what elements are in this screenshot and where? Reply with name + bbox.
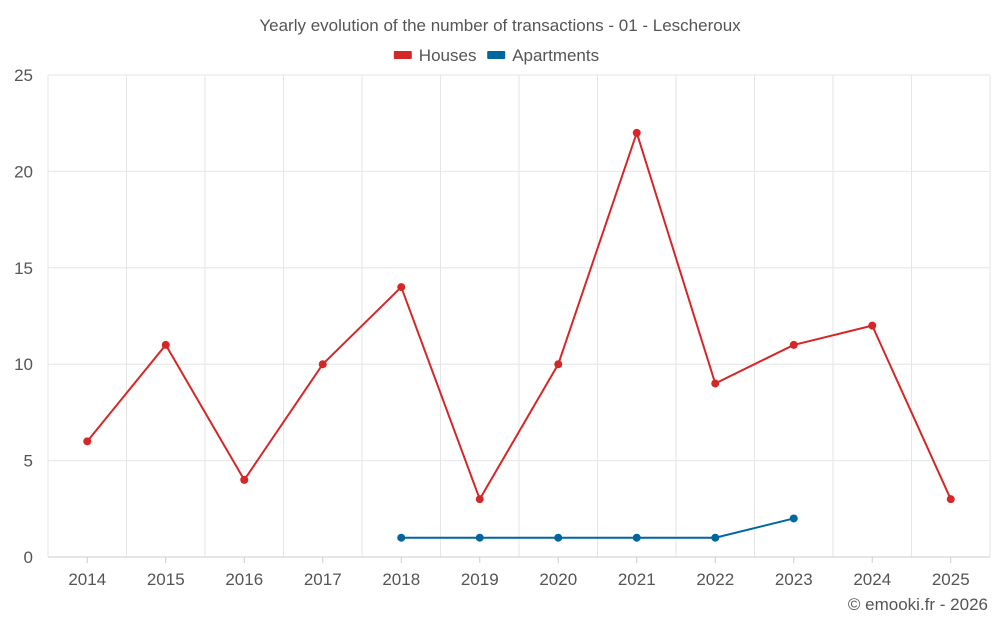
x-tick-label: 2024 <box>853 570 891 589</box>
data-point-houses-2025[interactable] <box>946 495 955 504</box>
data-point-apartments-2022[interactable] <box>711 533 720 542</box>
x-tick-label: 2015 <box>147 570 185 589</box>
y-tick-label: 5 <box>24 452 33 471</box>
y-tick-label: 25 <box>14 66 33 85</box>
legend-swatch-houses <box>393 51 412 59</box>
y-tick-label: 15 <box>14 259 33 278</box>
legend-swatch-apartments <box>487 51 506 59</box>
x-tick-label: 2025 <box>932 570 970 589</box>
data-point-houses-2021[interactable] <box>632 128 641 137</box>
data-point-houses-2014[interactable] <box>83 437 92 446</box>
data-point-apartments-2020[interactable] <box>554 533 563 542</box>
data-point-apartments-2019[interactable] <box>475 533 484 542</box>
y-tick-label: 10 <box>14 355 33 374</box>
x-tick-label: 2014 <box>68 570 106 589</box>
y-tick-label: 0 <box>24 548 33 567</box>
legend: Houses Apartments <box>393 46 599 65</box>
credit-text: © emooki.fr - 2026 <box>848 595 988 614</box>
data-point-houses-2016[interactable] <box>240 475 249 484</box>
chart-title: Yearly evolution of the number of transa… <box>259 16 741 35</box>
x-tick-label: 2023 <box>775 570 813 589</box>
data-point-houses-2017[interactable] <box>318 360 327 369</box>
data-point-houses-2020[interactable] <box>554 360 563 369</box>
data-point-houses-2024[interactable] <box>868 321 877 330</box>
data-point-apartments-2023[interactable] <box>789 514 798 523</box>
x-tick-label: 2020 <box>539 570 577 589</box>
x-tick-label: 2018 <box>382 570 420 589</box>
x-tick-label: 2021 <box>618 570 656 589</box>
x-tick-label: 2022 <box>696 570 734 589</box>
data-point-houses-2023[interactable] <box>789 340 798 349</box>
data-point-houses-2022[interactable] <box>711 379 720 388</box>
series-layer <box>83 128 955 542</box>
data-point-apartments-2018[interactable] <box>397 533 406 542</box>
y-tick-label: 20 <box>14 162 33 181</box>
x-tick-label: 2016 <box>225 570 263 589</box>
series-line-houses <box>86 131 952 501</box>
data-point-houses-2015[interactable] <box>161 340 170 349</box>
legend-label-apartments[interactable]: Apartments <box>512 46 599 65</box>
data-point-houses-2018[interactable] <box>397 283 406 292</box>
series-line-apartments <box>401 517 794 539</box>
data-point-houses-2019[interactable] <box>475 495 484 504</box>
x-tick-label: 2019 <box>461 570 499 589</box>
x-tick-label: 2017 <box>304 570 342 589</box>
legend-label-houses[interactable]: Houses <box>419 46 477 65</box>
data-point-apartments-2021[interactable] <box>632 533 641 542</box>
grid-layer <box>47 74 991 558</box>
